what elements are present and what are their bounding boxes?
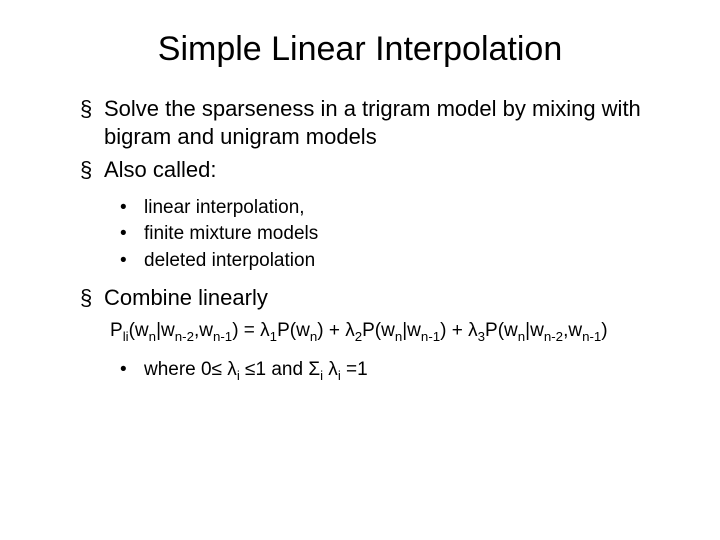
constraint-text: where 0≤ λi ≤1 and Σi λi =1 [144,359,368,380]
dot-bullet-icon: • [120,358,144,383]
bullet-text: Also called: [104,157,217,182]
dot-bullet-icon: • [120,196,144,221]
bullet-item: §Also called: [40,156,680,184]
bullet-text: linear interpolation, [144,197,305,218]
square-bullet-icon: § [80,156,104,184]
sub-bullet-item: •finite mixture models [40,222,680,247]
bullet-text: Solve the sparseness in a trigram model … [104,96,641,149]
bullet-text: finite mixture models [144,223,318,244]
sub-bullet-item: •linear interpolation, [40,196,680,221]
dot-bullet-icon: • [120,249,144,274]
formula-line: Pli(wn|wn-2,wn-1) = λ1P(wn) + λ2P(wn|wn-… [40,319,680,344]
slide: Simple Linear Interpolation §Solve the s… [0,0,720,540]
bullet-item: §Solve the sparseness in a trigram model… [40,95,680,150]
sub-bullet-item: •deleted interpolation [40,249,680,274]
dot-bullet-icon: • [120,222,144,247]
bullet-text: deleted interpolation [144,250,315,271]
sub-bullet-item: •where 0≤ λi ≤1 and Σi λi =1 [40,358,680,383]
bullet-text: Combine linearly [104,285,268,310]
square-bullet-icon: § [80,284,104,312]
slide-title: Simple Linear Interpolation [40,30,680,69]
bullet-item: §Combine linearly [40,284,680,312]
square-bullet-icon: § [80,95,104,123]
